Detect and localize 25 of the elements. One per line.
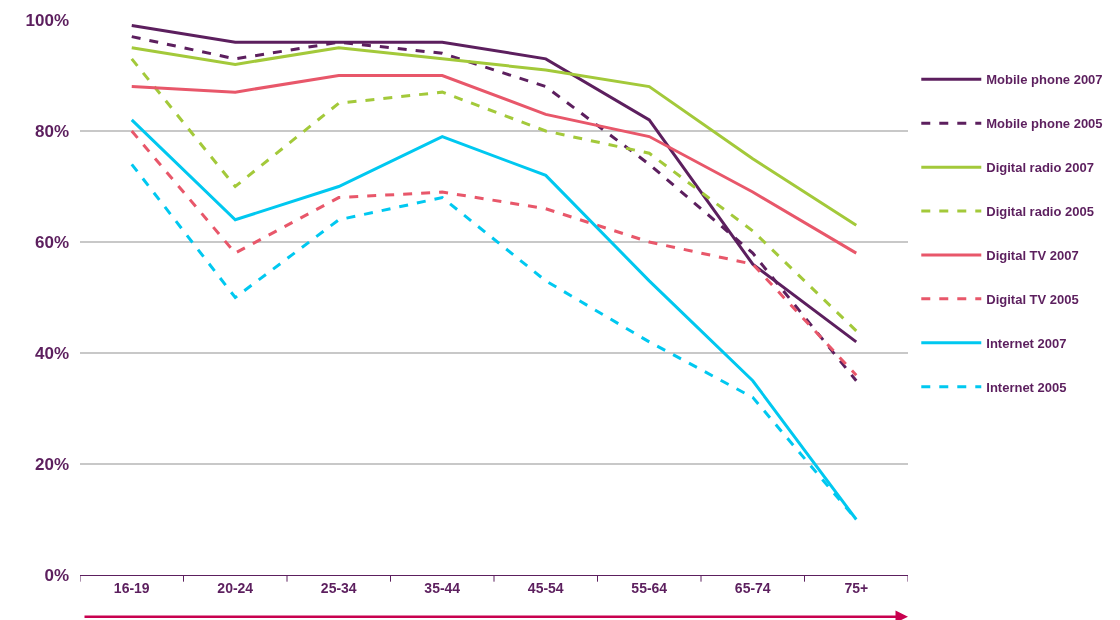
line-series — [130, 74, 858, 255]
x-tick-label: 20-24 — [217, 579, 254, 596]
legend-label: Digital radio 2005 — [986, 204, 1094, 220]
legend-label: Mobile phone 2007 — [986, 72, 1103, 88]
y-tick-label: 60% — [34, 232, 69, 252]
y-tick-label: 100% — [25, 10, 69, 30]
legend-label: Internet 2005 — [986, 379, 1067, 395]
y-tick-label: 0% — [44, 565, 69, 585]
y-tick-label: 40% — [34, 343, 69, 363]
x-tick-label: 45-54 — [527, 579, 564, 596]
y-tick-label: 20% — [34, 454, 69, 474]
legend-label: Mobile phone 2005 — [986, 116, 1103, 132]
x-tick-label: 55-64 — [631, 579, 668, 596]
x-tick-label: 25-34 — [320, 579, 357, 596]
line-series — [130, 46, 858, 227]
x-tick-label: 75+ — [844, 579, 869, 596]
legend-label: Digital TV 2007 — [986, 248, 1079, 264]
legend-label: Digital radio 2007 — [986, 160, 1094, 176]
y-tick-label: 80% — [34, 121, 69, 141]
legend-label: Internet 2007 — [986, 335, 1067, 351]
x-tick-label: 16-19 — [113, 579, 150, 596]
line-series — [130, 129, 858, 377]
x-tick-label: 65-74 — [734, 579, 771, 596]
legend-label: Digital TV 2005 — [986, 291, 1079, 307]
x-tick-label: 35-44 — [424, 579, 461, 596]
